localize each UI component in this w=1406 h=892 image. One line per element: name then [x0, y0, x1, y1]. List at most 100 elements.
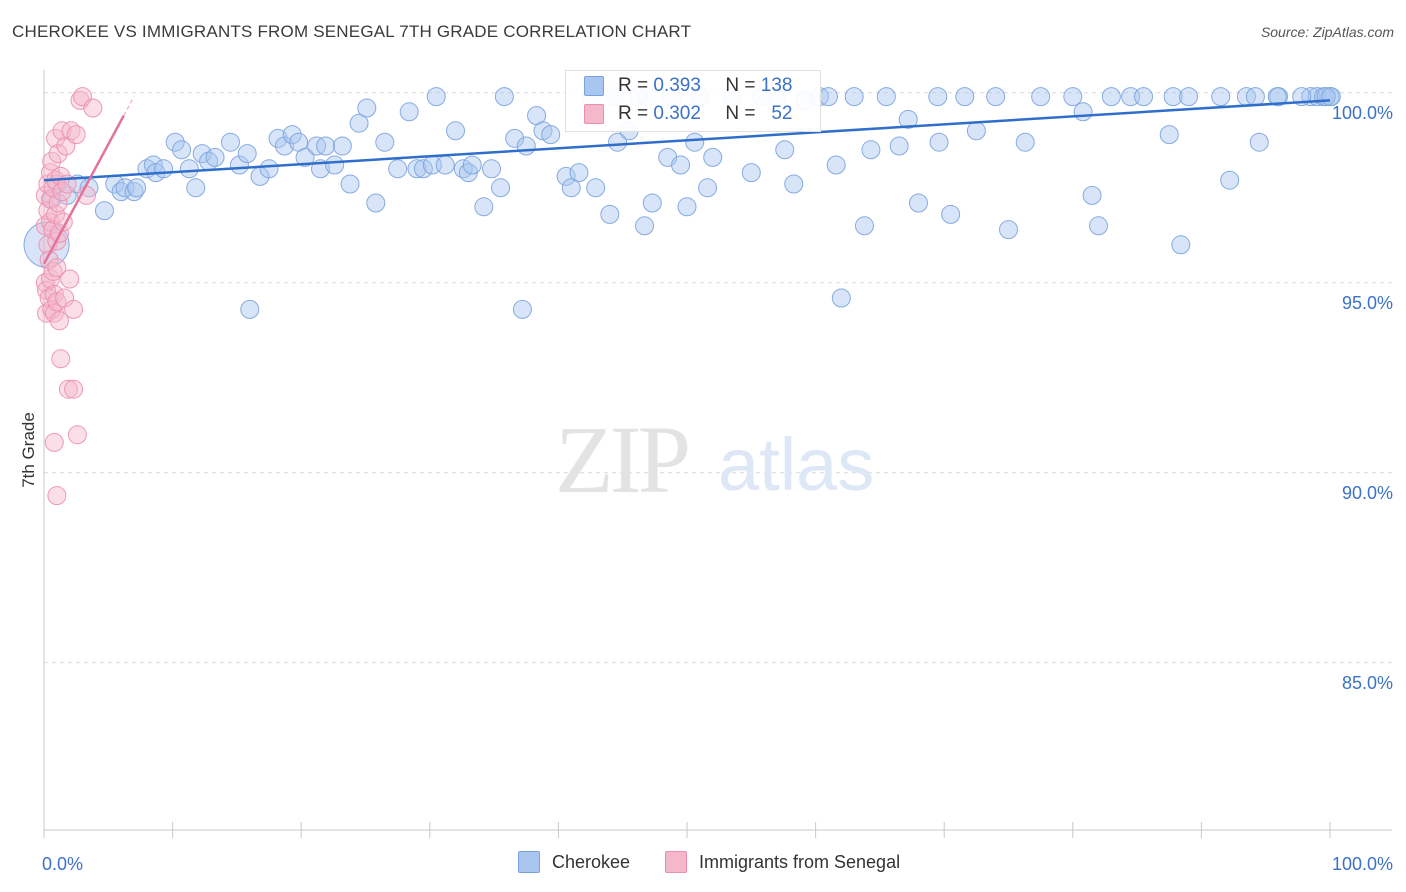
- bottom-legend-swatch-blue: [518, 851, 540, 873]
- cherokee-point: [608, 132, 628, 152]
- cherokee-point: [1159, 125, 1179, 145]
- cherokee-point: [505, 128, 525, 148]
- cherokee-point: [220, 132, 240, 152]
- cherokee-point: [332, 136, 352, 156]
- legend-r-label: R =: [618, 75, 649, 96]
- cherokee-point: [240, 299, 260, 319]
- watermark: ZIP atlas: [555, 406, 874, 513]
- senegal-point: [47, 486, 67, 506]
- cherokee-point: [325, 155, 345, 175]
- cherokee-point: [898, 109, 918, 129]
- cherokee-point: [1082, 185, 1102, 205]
- cherokee-point: [671, 155, 691, 175]
- watermark-zip: ZIP: [555, 406, 688, 513]
- cherokee-point: [569, 163, 589, 183]
- chart-title: CHEROKEE VS IMMIGRANTS FROM SENEGAL 7TH …: [12, 22, 692, 41]
- cherokee-point: [349, 113, 369, 133]
- legend-row-cherokee: R = 0.393 N = 138: [566, 73, 792, 99]
- cherokee-point: [516, 136, 536, 156]
- cherokee-point: [1073, 102, 1093, 122]
- cherokee-point: [446, 121, 466, 141]
- y-axis-label: 7th Grade: [19, 412, 38, 488]
- senegal-point: [42, 151, 62, 171]
- y-tick-label: 90.0%: [1342, 483, 1393, 503]
- cherokee-point: [854, 216, 874, 236]
- cherokee-point: [941, 204, 961, 224]
- y-tick-label: 95.0%: [1342, 293, 1393, 313]
- senegal-point: [49, 311, 69, 331]
- legend-n-value: 138: [760, 75, 793, 96]
- cherokee-point: [179, 159, 199, 179]
- senegal-point: [47, 258, 67, 278]
- cherokee-point: [282, 125, 302, 145]
- cherokee-point: [1163, 87, 1183, 107]
- bottom-legend-senegal[interactable]: Immigrants from Senegal: [665, 851, 900, 873]
- cherokee-point: [474, 197, 494, 217]
- senegal-point: [83, 98, 103, 118]
- cherokee-points: [23, 87, 1341, 319]
- cherokee-point: [928, 87, 948, 107]
- cherokee-point: [165, 132, 185, 152]
- cherokee-point: [154, 159, 174, 179]
- cherokee-point: [316, 136, 336, 156]
- cherokee-point: [494, 87, 514, 107]
- senegal-points: [35, 87, 103, 506]
- cherokee-point: [407, 159, 427, 179]
- cherokee-point: [541, 125, 561, 145]
- bottom-legend-label: Immigrants from Senegal: [699, 851, 901, 872]
- legend-n-value: 52: [771, 103, 793, 124]
- cherokee-point: [357, 98, 377, 118]
- bottom-legend: Cherokee Immigrants from Senegal: [0, 851, 1406, 877]
- bottom-legend-cherokee[interactable]: Cherokee: [518, 851, 630, 873]
- cherokee-point: [435, 155, 455, 175]
- senegal-point: [64, 299, 84, 319]
- cherokee-point: [1245, 87, 1265, 107]
- cherokee-point: [889, 136, 909, 156]
- axes: [43, 70, 1392, 831]
- bottom-legend-label: Cherokee: [552, 851, 631, 872]
- cherokee-point: [677, 197, 697, 217]
- senegal-point: [60, 269, 80, 289]
- cherokee-point: [703, 147, 723, 167]
- cherokee-point: [844, 87, 864, 107]
- y-tick-label: 85.0%: [1342, 673, 1393, 693]
- senegal-point: [48, 144, 68, 164]
- legend-r-label: R =: [618, 103, 649, 124]
- cherokee-point: [586, 178, 606, 198]
- senegal-point: [64, 379, 84, 399]
- legend-swatch-blue: [584, 76, 604, 96]
- cherokee-point: [784, 174, 804, 194]
- senegal-trend-extension: [123, 96, 135, 116]
- cherokee-point: [268, 128, 288, 148]
- cherokee-point: [1211, 87, 1231, 107]
- cherokee-point: [274, 136, 294, 156]
- cherokee-point: [1015, 132, 1035, 152]
- watermark-atlas: atlas: [718, 423, 874, 506]
- cherokee-point: [642, 193, 662, 213]
- cherokee-point: [1249, 132, 1269, 152]
- legend-r-value: 0.302: [653, 103, 701, 124]
- senegal-point: [61, 121, 81, 141]
- legend-n-label: N =: [725, 103, 756, 124]
- senegal-point: [46, 204, 66, 224]
- cherokee-point: [698, 178, 718, 198]
- gridlines: [44, 92, 1392, 664]
- senegal-point: [44, 432, 64, 452]
- senegal-trend-line: [42, 115, 125, 265]
- legend-row-senegal: R = 0.302 N = 52: [566, 101, 792, 127]
- cherokee-point: [399, 102, 419, 122]
- cherokee-point: [388, 159, 408, 179]
- cherokee-point: [929, 132, 949, 152]
- senegal-point: [44, 284, 64, 304]
- senegal-point: [40, 269, 60, 289]
- cherokee-point: [192, 144, 212, 164]
- cherokee-point: [986, 87, 1006, 107]
- cherokee-point: [861, 140, 881, 160]
- cherokee-point: [685, 132, 705, 152]
- cherokee-point: [512, 299, 532, 319]
- senegal-point: [46, 128, 66, 148]
- cherokee-point: [482, 159, 502, 179]
- cherokee-point: [1089, 216, 1109, 236]
- cherokee-point: [1220, 170, 1240, 190]
